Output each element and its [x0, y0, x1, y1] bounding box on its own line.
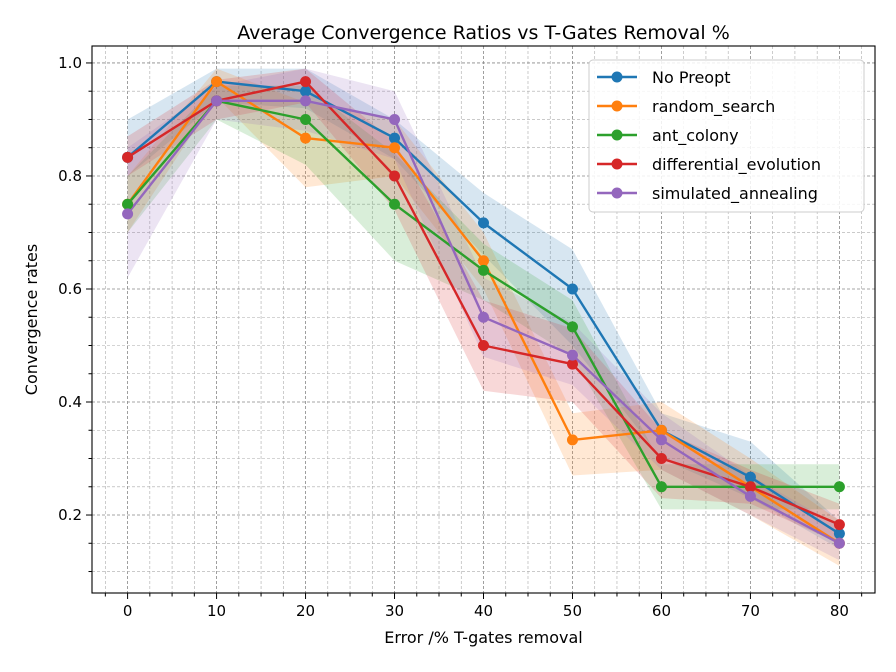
point-ant-colony [566, 321, 578, 333]
point-simulated-annealing [389, 113, 401, 125]
legend-marker-random-search [611, 100, 623, 112]
point-no-preopt [833, 528, 845, 540]
legend-marker-ant-colony [611, 129, 623, 141]
series-markers [122, 76, 845, 549]
point-random-search [478, 255, 489, 267]
legend-marker-differential-evolution [611, 158, 623, 170]
point-no-preopt [478, 217, 489, 229]
y-axis-label: Convergence rates [22, 244, 41, 395]
point-differential-evolution [655, 453, 667, 465]
chart-title: Average Convergence Ratios vs T-Gates Re… [237, 22, 730, 44]
x-tick-label: 70 [741, 602, 760, 620]
point-differential-evolution [833, 519, 845, 531]
band-ant-colony [127, 85, 840, 510]
x-tick-label: 30 [385, 602, 404, 620]
legend-label-random-search: random_search [652, 97, 775, 117]
x-tick-label: 20 [296, 602, 315, 620]
point-simulated-annealing [300, 95, 312, 107]
legend-label-simulated-annealing: simulated_annealing [652, 184, 818, 204]
point-differential-evolution [122, 151, 134, 163]
legend-marker-no-preopt [611, 71, 623, 83]
point-simulated-annealing [833, 537, 845, 549]
y-tick-label: 0.6 [58, 280, 82, 298]
point-simulated-annealing [478, 311, 489, 323]
y-tick-label: 0.8 [58, 167, 82, 185]
legend-box [588, 59, 865, 213]
point-differential-evolution [300, 76, 312, 88]
point-ant-colony [389, 198, 401, 210]
legend-label-no-preopt: No Preopt [652, 68, 731, 87]
point-simulated-annealing [122, 208, 134, 220]
y-tick-label: 1.0 [58, 54, 82, 72]
point-no-preopt [389, 132, 401, 144]
legend-marker-simulated-annealing [611, 187, 623, 199]
point-simulated-annealing [211, 95, 223, 107]
legend-label-differential-evolution: differential_evolution [652, 155, 821, 175]
point-differential-evolution [744, 481, 756, 493]
x-tick-label: 50 [563, 602, 582, 620]
x-tick-label: 60 [652, 602, 671, 620]
point-simulated-annealing [744, 490, 756, 502]
point-ant-colony [122, 198, 134, 210]
x-tick-label: 0 [123, 602, 133, 620]
axis-ticks: 0 10 20 30 40 50 60 70 80 0.2 0.4 0.6 0.8 1.0 [58, 54, 863, 620]
point-random-search [300, 132, 312, 144]
point-ant-colony [655, 481, 667, 493]
point-ant-colony [478, 264, 489, 276]
point-random-search [389, 142, 401, 154]
point-differential-evolution [478, 339, 489, 351]
x-tick-label: 40 [474, 602, 493, 620]
point-random-search [655, 424, 667, 436]
point-ant-colony [833, 481, 845, 493]
point-no-preopt [300, 85, 312, 97]
legend-label-ant-colony: ant_colony [652, 126, 739, 146]
y-tick-label: 0.2 [58, 506, 82, 524]
y-tick-label: 0.4 [58, 393, 82, 411]
point-simulated-annealing [655, 434, 667, 446]
legend: No Preopt random_search ant_colony differen… [588, 59, 865, 213]
point-no-preopt [744, 471, 756, 483]
point-random-search [566, 434, 578, 446]
point-differential-evolution [389, 170, 401, 182]
x-axis-label: Error /% T-gates removal [384, 628, 583, 647]
x-tick-label: 80 [830, 602, 849, 620]
band-differential-evolution [127, 68, 840, 544]
point-no-preopt [566, 283, 578, 295]
point-differential-evolution [566, 358, 578, 370]
point-random-search [211, 76, 223, 88]
point-ant-colony [300, 113, 312, 125]
point-simulated-annealing [566, 349, 578, 361]
x-tick-label: 10 [207, 602, 226, 620]
